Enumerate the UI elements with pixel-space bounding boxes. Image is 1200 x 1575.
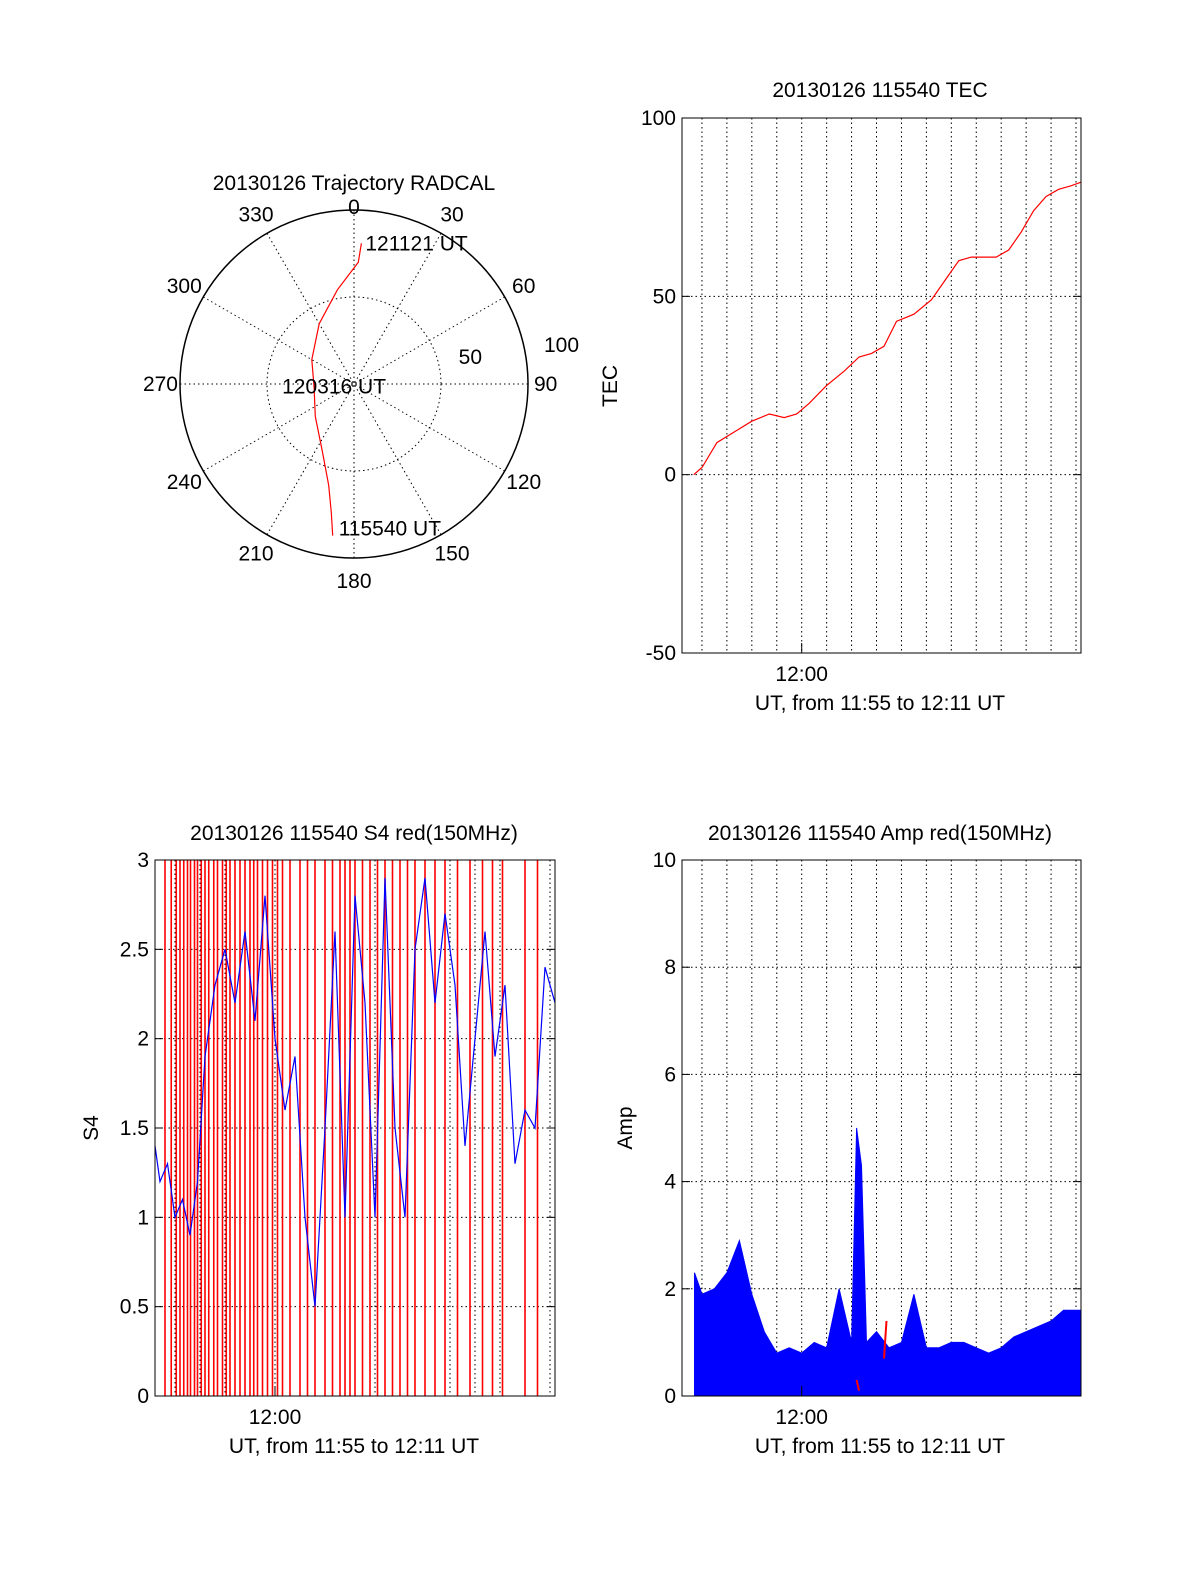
y-tick-label: 10 [653,849,676,872]
tec-x-tick-label: 12:00 [775,663,828,686]
radial-tick-label-100: 100 [544,334,579,357]
tec-panel: 20130126 115540 TEC -50 0 50 100 12:00 UT, … [599,79,1082,715]
y-tick-label: 0 [664,464,676,487]
y-tick-label: 0 [137,1385,149,1408]
amp-x-tick-label: 12:00 [775,1406,828,1429]
amp-red-spike [855,1379,861,1391]
y-tick-label: 50 [653,285,676,308]
tec-y-axis-label: TEC [599,365,622,407]
amp-red-series [855,1320,888,1391]
y-tick-label: 0.5 [120,1296,149,1319]
track-annotation-mid: 120316 UT [282,375,386,398]
polar-angle-label-90: 90 [534,373,557,396]
s4-y-axis-label: S4 [80,1115,103,1141]
tec-plot-frame [681,117,1082,654]
polar-angle-label-240: 240 [167,471,202,494]
y-tick-label: -50 [646,642,676,665]
y-tick-label: 2 [664,1278,676,1301]
trajectory-title: 20130126 Trajectory RADCAL [213,172,496,195]
polar-grid [179,209,529,559]
amp-x-axis-label: UT, from 11:55 to 12:11 UT [755,1435,1005,1458]
amp-y-ticks: 0 2 4 6 8 10 [653,849,1081,1408]
polar-angle-label-30: 30 [440,203,463,226]
polar-angle-label-210: 210 [238,543,273,566]
tec-x-axis-label: UT, from 11:55 to 12:11 UT [755,692,1005,715]
y-tick-label: 4 [664,1171,676,1194]
amp-plot-frame [681,859,1082,1397]
amp-title: 20130126 115540 Amp red(150MHz) [708,822,1052,845]
polar-angle-labels: 0 30 60 90 120 150 180 210 240 270 300 330 [143,196,557,593]
polar-angle-label-300: 300 [167,275,202,298]
polar-angle-label-120: 120 [506,471,541,494]
polar-angle-label-60: 60 [512,275,535,298]
amp-blue-area [694,1127,1082,1397]
amp-blue-series [694,1127,1082,1397]
polar-angle-label-270: 270 [143,373,178,396]
y-tick-label: 3 [137,849,149,872]
y-tick-label: 8 [664,956,676,979]
y-tick-label: 0 [664,1385,676,1408]
trajectory-track [311,243,362,536]
polar-angle-label-180: 180 [336,570,371,593]
y-tick-label: 1 [137,1206,149,1229]
y-tick-label: 100 [641,107,676,130]
radial-tick-label-50: 50 [459,346,482,369]
track-annotation-start: 115540 UT [339,518,442,541]
amp-red-spike [882,1320,888,1359]
tec-grid [682,118,1081,653]
polar-angle-label-0: 0 [348,196,360,219]
polar-angle-label-150: 150 [434,543,469,566]
y-tick-label: 1.5 [120,1117,149,1140]
tec-series-line [693,181,1082,476]
s4-y-ticks: 0 0.5 1 1.5 2 2.5 3 [120,849,555,1408]
s4-blue-series-line [154,877,556,1307]
polar-angle-label-330: 330 [238,203,273,226]
s4-red-series [164,860,539,1396]
y-tick-label: 6 [664,1063,676,1086]
s4-panel: 20130126 115540 S4 red(150MHz) 0 0.5 1 1.5 2… [80,822,556,1458]
y-tick-label: 2.5 [120,938,149,961]
s4-x-tick-label: 12:00 [249,1406,302,1429]
s4-x-axis-label: UT, from 11:55 to 12:11 UT [229,1435,479,1458]
amp-y-axis-label: Amp [614,1106,637,1149]
tec-y-ticks: -50 0 50 100 [641,107,1081,665]
trajectory-panel: 20130126 Trajectory RADCAL 0 30 60 90 120 150… [143,172,579,593]
amp-panel: 20130126 115540 Amp red(150MHz) 0246810 … [614,822,1082,1458]
track-annotation-end: 121121 UT [365,232,468,255]
y-tick-label: 2 [137,1028,149,1051]
s4-title: 20130126 115540 S4 red(150MHz) [190,822,518,845]
tec-title: 20130126 115540 TEC [772,79,987,102]
